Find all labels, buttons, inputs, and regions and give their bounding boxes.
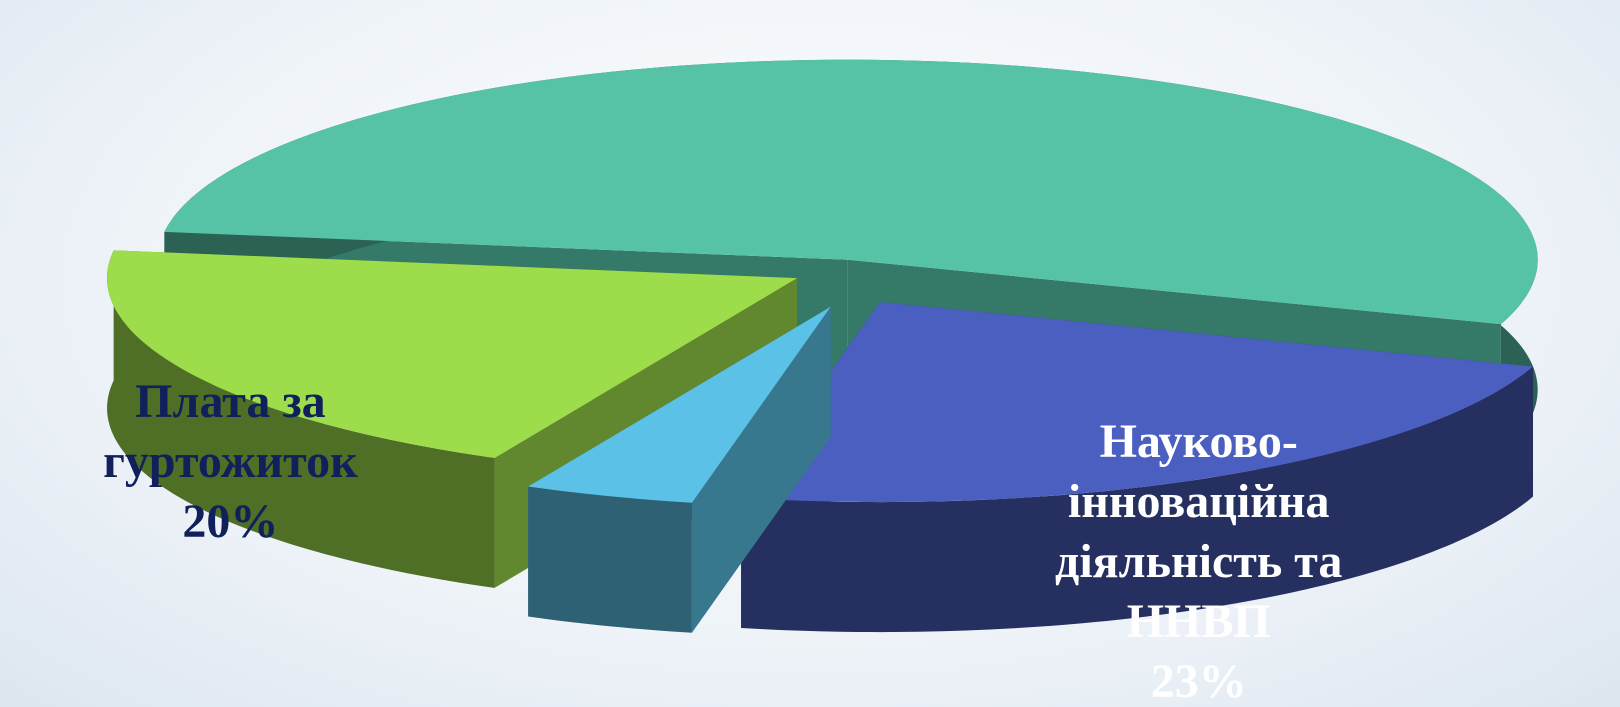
slice-value: 20%	[182, 495, 279, 549]
slice-category: Науково-інноваційна діяльність та ННВП	[1055, 414, 1343, 648]
slice-label: Плата за гуртожиток 20%	[50, 372, 410, 552]
slice-category: Плата за гуртожиток	[103, 375, 358, 489]
slice-side	[528, 486, 692, 633]
slice	[107, 250, 798, 458]
slice	[528, 306, 831, 503]
slice-side	[107, 250, 495, 588]
slice-value: 23%	[1150, 654, 1247, 707]
slice	[164, 59, 1538, 325]
slice	[741, 302, 1534, 503]
slice-label: Науково-інноваційна діяльність та ННВП 23…	[1034, 412, 1364, 707]
slice-side	[741, 366, 1534, 633]
